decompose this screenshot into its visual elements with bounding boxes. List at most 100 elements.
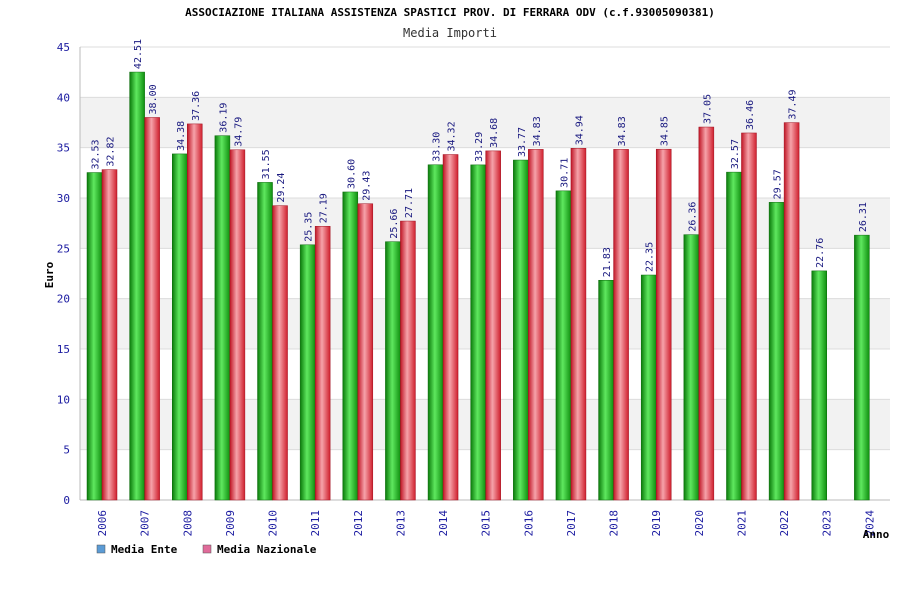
bar-value-label: 34.85 — [660, 116, 671, 146]
legend: Media Ente Media Nazionale — [96, 543, 317, 556]
x-tick-label: 2021 — [735, 510, 748, 537]
bar-media-nazionale — [357, 203, 374, 501]
bar-value-label: 34.38 — [176, 121, 187, 151]
legend-swatch-media-nazionale — [202, 544, 212, 554]
bar-media-ente — [257, 182, 273, 501]
x-tick-label: 2024 — [863, 510, 876, 537]
y-tick-label: 40 — [57, 91, 70, 104]
bar-value-label: 26.31 — [858, 202, 869, 232]
x-tick-label: 2017 — [565, 510, 578, 537]
bar-value-label: 22.35 — [645, 242, 656, 272]
bar-media-ente — [768, 202, 785, 501]
bar-value-label: 32.57 — [730, 139, 741, 169]
bar-media-nazionale — [741, 132, 757, 501]
bar-media-ente — [342, 191, 359, 501]
x-tick-label: 2008 — [181, 510, 194, 537]
y-tick-label: 5 — [63, 444, 70, 457]
bar-media-nazionale — [187, 123, 203, 501]
bar-value-label: 34.79 — [233, 117, 244, 147]
bar-media-nazionale — [485, 150, 501, 501]
x-tick-label: 2006 — [96, 510, 109, 537]
bar-value-label: 36.46 — [745, 100, 756, 130]
bar-media-ente — [854, 234, 870, 501]
bar-media-nazionale — [400, 220, 416, 501]
bar-value-labels: 32.53 32.82 42.51 38.00 34.38 37.36 36.19 34.79… — [91, 39, 869, 277]
x-tick-label: 2013 — [394, 510, 407, 537]
bar-value-label: 37.36 — [191, 91, 202, 121]
bar-value-label: 26.36 — [687, 202, 698, 232]
y-tick-label: 45 — [57, 41, 70, 54]
grid-band — [80, 47, 890, 98]
bar-value-label: 33.30 — [432, 132, 443, 162]
bar-value-label: 34.68 — [489, 118, 500, 148]
x-tick-label: 2015 — [480, 510, 493, 537]
x-tick-label: 2009 — [224, 510, 237, 537]
bar-media-ente — [640, 274, 657, 501]
x-tick-label: 2016 — [522, 510, 535, 537]
bar-media-ente — [214, 135, 231, 501]
chart-subtitle: Media Importi — [403, 26, 497, 40]
bar-media-nazionale — [783, 122, 800, 501]
bar-value-label: 34.94 — [574, 115, 585, 145]
bar-value-label: 37.49 — [788, 89, 799, 119]
bar-value-label: 30.60 — [346, 159, 357, 189]
legend-label-media-nazionale: Media Nazionale — [217, 543, 317, 556]
bar-media-ente — [598, 279, 614, 501]
x-tick-label: 2018 — [608, 510, 621, 537]
bar-value-label: 33.29 — [474, 132, 485, 162]
bar-media-ente — [555, 190, 572, 501]
bar-media-ente — [427, 164, 444, 501]
bar-media-nazionale — [655, 148, 672, 501]
bar-media-ente — [683, 234, 700, 501]
bar-media-nazionale — [101, 169, 118, 501]
y-tick-label: 10 — [57, 393, 70, 406]
x-tick-labels: 2006 2007 2008 2009 2010 2011 2012 2013 2014 2015… — [96, 510, 876, 537]
bars — [86, 71, 870, 501]
x-tick-label: 2012 — [352, 510, 365, 537]
bar-media-ente — [385, 241, 401, 501]
bar-value-label: 27.71 — [404, 188, 415, 218]
bar-media-nazionale — [272, 205, 288, 501]
bar-media-ente — [299, 244, 316, 501]
bar-media-nazionale — [698, 126, 715, 501]
legend-label-media-ente: Media Ente — [111, 543, 178, 556]
bar-media-nazionale — [314, 226, 331, 501]
x-tick-label: 2019 — [650, 510, 663, 537]
x-axis-label: Anno — [863, 528, 890, 541]
bar-media-nazionale — [528, 149, 544, 501]
bar-value-label: 29.43 — [361, 171, 372, 201]
bar-value-label: 34.83 — [532, 116, 543, 146]
chart-title: ASSOCIAZIONE ITALIANA ASSISTENZA SPASTIC… — [185, 6, 715, 19]
bar-value-label: 25.66 — [389, 209, 400, 239]
bar-value-label: 25.35 — [304, 212, 315, 242]
bar-media-nazionale — [144, 117, 160, 501]
bar-value-label: 34.32 — [447, 121, 458, 151]
y-tick-label: 30 — [57, 192, 70, 205]
x-tick-label: 2007 — [139, 510, 152, 537]
y-tick-label: 25 — [57, 242, 70, 255]
bar-value-label: 21.83 — [602, 247, 613, 277]
bar-media-nazionale — [229, 149, 246, 501]
y-tick-label: 35 — [57, 142, 70, 155]
x-tick-label: 2022 — [778, 510, 791, 537]
bar-media-ente — [811, 270, 827, 501]
y-axis-label: Euro — [43, 261, 56, 288]
bar-media-nazionale — [570, 148, 587, 501]
legend-swatch-media-ente — [96, 544, 106, 554]
bar-value-label: 32.53 — [91, 139, 102, 169]
y-tick-label: 0 — [63, 494, 70, 507]
bar-value-label: 32.82 — [106, 137, 117, 167]
y-tick-label: 15 — [57, 343, 70, 356]
bar-value-label: 36.19 — [218, 103, 229, 133]
x-tick-label: 2020 — [693, 510, 706, 537]
bar-value-label: 22.76 — [815, 238, 826, 268]
bar-value-label: 29.24 — [276, 173, 287, 203]
bar-value-label: 42.51 — [133, 39, 144, 69]
bar-value-label: 29.57 — [773, 169, 784, 199]
bar-media-nazionale — [442, 154, 459, 501]
bar-media-ente — [726, 171, 742, 501]
bar-media-ente — [470, 164, 486, 501]
bar-value-label: 34.83 — [617, 116, 628, 146]
bar-value-label: 37.05 — [702, 94, 713, 124]
